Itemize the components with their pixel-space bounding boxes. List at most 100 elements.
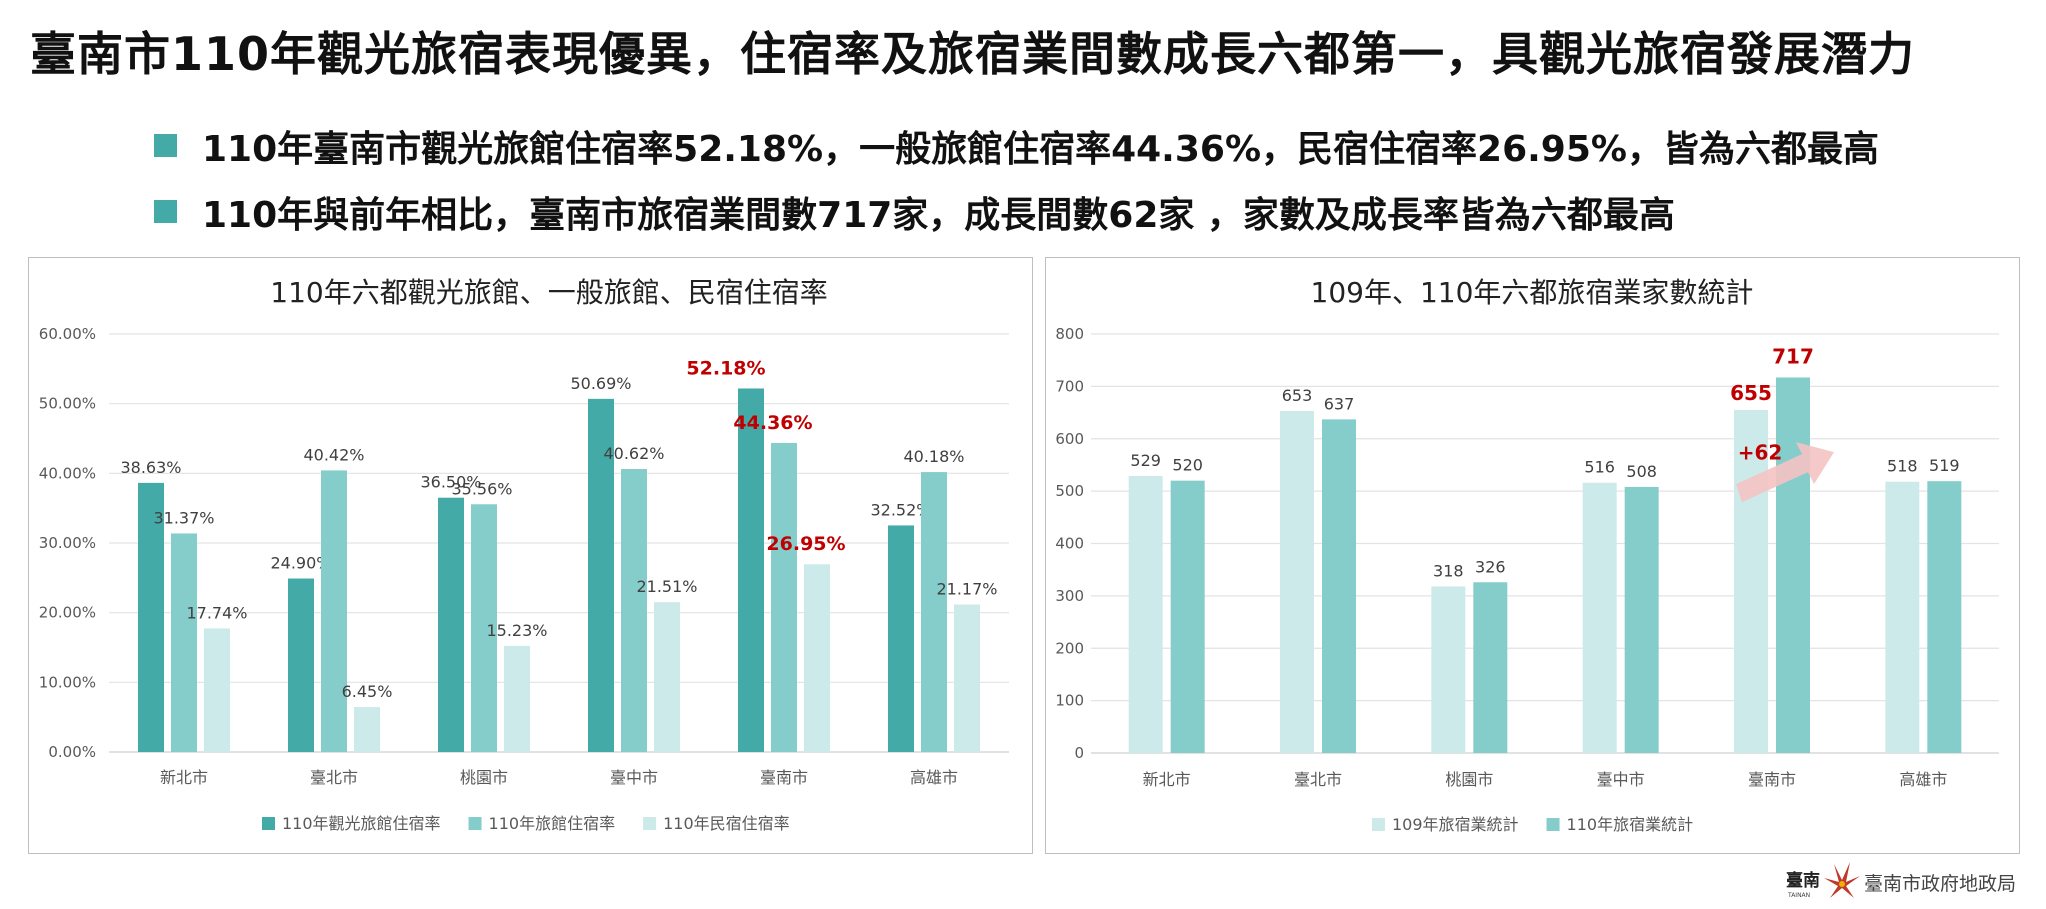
y-tick-label: 100	[1055, 692, 1084, 710]
bar	[504, 645, 530, 752]
y-tick-label: 20.00%	[39, 604, 96, 622]
bar	[171, 533, 197, 752]
bar	[321, 470, 347, 752]
data-label: 508	[1626, 462, 1657, 481]
bar	[1128, 475, 1163, 753]
data-label: 38.63%	[120, 458, 181, 477]
bar	[738, 388, 764, 752]
chart-title: 109年、110年六都旅宿業家數統計	[1311, 276, 1754, 309]
bullet-text: 110年臺南市觀光旅館住宿率52.18%，一般旅館住宿率44.36%，民宿住宿率…	[202, 129, 1879, 170]
x-category-label: 臺中市	[1597, 770, 1645, 789]
legend-label: 109年旅宿業統計	[1392, 815, 1519, 834]
bar	[888, 525, 914, 752]
y-tick-label: 700	[1055, 377, 1084, 395]
x-category-label: 桃園市	[1445, 770, 1493, 789]
bar	[804, 564, 830, 752]
x-category-label: 臺北市	[1294, 770, 1342, 789]
bullet-square-icon	[154, 134, 177, 157]
y-tick-label: 400	[1055, 535, 1084, 553]
x-category-label: 臺中市	[610, 768, 658, 787]
data-label: 6.45%	[342, 682, 393, 701]
bar	[288, 578, 314, 752]
bullet-square-icon	[154, 200, 177, 223]
data-label: 326	[1475, 557, 1506, 576]
y-tick-label: 800	[1055, 325, 1084, 343]
data-label: 32.52%	[870, 500, 931, 519]
legend-label: 110年旅宿業統計	[1567, 815, 1694, 834]
data-label: 17.74%	[186, 603, 247, 622]
data-label: 40.42%	[303, 445, 364, 464]
y-tick-label: 0	[1074, 744, 1084, 762]
x-category-label: 臺北市	[310, 768, 358, 787]
data-label: 529	[1130, 451, 1161, 470]
logo-sub-text: TAINAN	[1787, 892, 1810, 899]
bar	[1473, 582, 1508, 753]
data-label: 318	[1433, 561, 1464, 580]
data-label: 520	[1172, 456, 1203, 475]
growth-annotation: +62	[1738, 441, 1783, 465]
y-tick-label: 10.00%	[39, 673, 96, 691]
bar	[1734, 409, 1768, 753]
legend-swatch	[468, 817, 482, 830]
x-category-label: 桃園市	[460, 768, 508, 787]
y-tick-label: 60.00%	[39, 325, 96, 343]
logo-flower-icon	[1824, 862, 1860, 898]
data-label: 31.37%	[153, 508, 214, 527]
bar	[954, 604, 980, 752]
data-label: 21.51%	[636, 577, 697, 596]
legend-swatch	[1372, 818, 1385, 831]
page-title: 臺南市110年觀光旅宿表現優異，住宿率及旅宿業間數成長六都第一，具觀光旅宿發展潛…	[30, 27, 1916, 81]
y-tick-label: 30.00%	[39, 534, 96, 552]
data-label: 516	[1584, 458, 1615, 477]
bar	[1431, 586, 1466, 753]
bar	[621, 469, 647, 752]
y-tick-label: 50.00%	[39, 395, 96, 413]
legend-swatch	[1546, 818, 1560, 831]
bar	[654, 602, 680, 752]
bar	[438, 497, 464, 752]
data-label: 26.95%	[766, 533, 845, 555]
data-label: 50.69%	[570, 374, 631, 393]
x-category-label: 高雄市	[1899, 770, 1947, 789]
data-label: 15.23%	[486, 621, 547, 640]
chart-title: 110年六都觀光旅館、一般旅館、民宿住宿率	[270, 276, 827, 309]
tainan-logo: 臺南 TAINAN	[1786, 862, 1860, 899]
data-label: 653	[1282, 386, 1313, 405]
bar	[1170, 480, 1205, 753]
bar	[1776, 377, 1810, 753]
x-category-label: 臺南市	[760, 768, 808, 787]
x-category-label: 新北市	[1143, 770, 1191, 789]
legend-label: 110年旅館住宿率	[489, 814, 616, 833]
data-label: 637	[1324, 394, 1355, 413]
bar	[588, 398, 614, 752]
y-tick-label: 200	[1055, 639, 1084, 657]
data-label: 35.56%	[451, 479, 512, 498]
bar	[1624, 486, 1659, 753]
bar	[204, 628, 230, 752]
bar	[1885, 481, 1920, 753]
y-tick-label: 500	[1055, 482, 1084, 500]
bar	[771, 442, 797, 752]
logo-center-icon	[1839, 881, 1845, 887]
footer-org: 臺南市政府地政局	[1864, 873, 2017, 895]
data-label: 717	[1772, 344, 1814, 368]
data-label: 21.17%	[936, 580, 997, 599]
lodging-count-chart: 109年、110年六都旅宿業家數統計 0 100 200 300 400 500 600 700…	[1055, 276, 1999, 834]
occupancy-chart-panel: 110年六都觀光旅館、一般旅館、民宿住宿率 0.00% 10.00% 20.00% 30…	[28, 257, 1033, 854]
logo-text: 臺南	[1786, 870, 1820, 891]
y-tick-label: 600	[1055, 430, 1084, 448]
bar	[1322, 419, 1356, 753]
bar	[1280, 410, 1314, 753]
data-label: 518	[1887, 457, 1918, 476]
growth-arrow-icon	[1736, 442, 1834, 503]
bullet-text: 110年與前年相比，臺南市旅宿業間數717家，成長間數62家 ，家數及成長率皆為…	[202, 195, 1675, 236]
bar	[1927, 481, 1962, 753]
bar	[354, 707, 380, 752]
legend-swatch	[643, 817, 657, 830]
data-label: 519	[1929, 456, 1960, 475]
bar	[138, 482, 164, 752]
occupancy-rate-chart: 110年六都觀光旅館、一般旅館、民宿住宿率 0.00% 10.00% 20.00% 30…	[39, 276, 1009, 833]
legend-label: 110年民宿住宿率	[663, 814, 790, 833]
data-label: 40.62%	[603, 444, 664, 463]
data-label: 36.50%	[420, 473, 481, 492]
